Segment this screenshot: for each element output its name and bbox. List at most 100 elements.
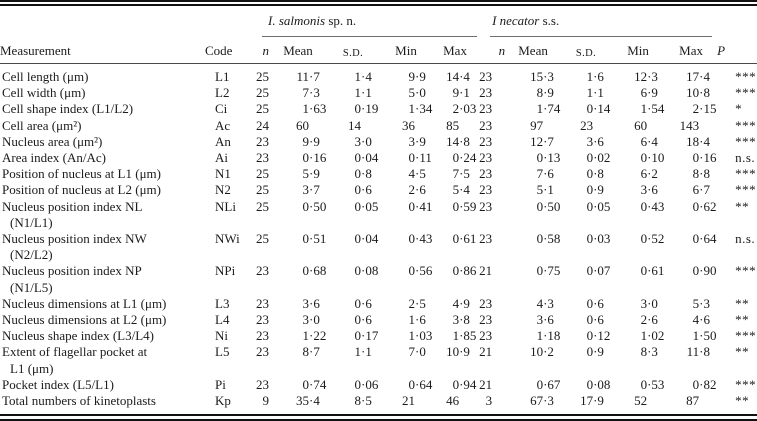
necator-sd-cell: 1·6 (586, 69, 604, 84)
salmonis-sd-cell: 0·05 (354, 198, 379, 214)
col-header-mean-salmonis: Mean (269, 37, 327, 64)
col-header-min-salmonis: Min (379, 37, 433, 64)
measurement-cell: Position of nucleus at L1 (μm) (0, 166, 205, 182)
necator-sd-cell: 23 (580, 117, 594, 133)
salmonis-max-cell: 3·8 (452, 312, 470, 328)
column-header-row: Measurement Code n Mean S.D. Min Max n M… (0, 37, 757, 64)
necator-sd-cell: 0·9 (586, 182, 604, 198)
species-name-salmonis: I. salmonis (268, 13, 326, 28)
salmonis-min-cell: 1·6 (408, 312, 426, 328)
measurement-cell: Cell width (μm) (0, 85, 205, 101)
salmonis-mean-cell: 3·7 (302, 182, 320, 198)
species-spacer (0, 8, 247, 37)
necator-n-cell: 23 (479, 85, 493, 101)
measurement-label: Cell length (μm) (2, 69, 89, 84)
salmonis-sd-cell: 1·1 (354, 85, 372, 101)
table-row: Nucleus position index NP (N1/L5) NPi 23… (0, 263, 757, 295)
necator-min-cell: 6·4 (640, 133, 658, 149)
salmonis-min-cell: 21 (402, 393, 415, 409)
salmonis-min-cell: 0·56 (408, 263, 433, 279)
code-cell: L3 (215, 295, 230, 311)
measurement-label: Position of nucleus at L2 (μm) (2, 182, 161, 198)
table-row: Nucleus dimensions at L1 (μm) L3 23 3·6 … (0, 296, 757, 312)
salmonis-mean-cell: 0·50 (302, 198, 327, 214)
salmonis-n-cell: 24 (256, 117, 269, 133)
code-cell: Ac (215, 117, 231, 133)
salmonis-sd-cell: 14 (348, 117, 361, 133)
salmonis-mean-cell: 0·74 (302, 376, 327, 392)
salmonis-sd-cell: 0·6 (354, 312, 372, 328)
salmonis-max-cell: 0·86 (452, 263, 477, 279)
col-header-max-salmonis: Max (433, 37, 478, 64)
necator-mean-cell: 0·50 (536, 198, 561, 214)
measurement-cell: Nucleus shape index (L3/L4) (0, 328, 205, 344)
measurement-cell: Cell shape index (L1/L2) (0, 101, 205, 117)
necator-max-cell: 0·64 (692, 231, 717, 247)
top-rule-inner (0, 3, 757, 6)
code-cell: N2 (215, 182, 231, 198)
necator-min-cell: 1·54 (640, 101, 665, 117)
salmonis-mean-cell: 1·22 (302, 328, 327, 344)
necator-n-cell: 23 (479, 182, 493, 198)
salmonis-max-cell: 14·4 (446, 69, 470, 84)
p-value-cell: ** (735, 393, 750, 409)
salmonis-max-cell: 14·8 (446, 133, 470, 149)
col-header-n-salmonis: n (247, 37, 269, 64)
necator-sd-cell: 1·1 (586, 85, 604, 101)
necator-sd-cell: 0·02 (586, 150, 611, 166)
necator-min-cell: 6·2 (640, 166, 658, 182)
necator-mean-cell: 1·18 (536, 328, 561, 344)
col-header-code: Code (205, 37, 247, 64)
necator-n-cell: 23 (479, 69, 493, 84)
salmonis-mean-cell: 60 (296, 117, 309, 133)
salmonis-min-cell: 2·5 (408, 295, 426, 311)
p-value-cell: *** (735, 182, 757, 198)
necator-mean-cell: 0·58 (536, 231, 561, 247)
salmonis-n-cell: 25 (256, 182, 269, 198)
necator-max-cell: 1·50 (692, 328, 717, 344)
salmonis-min-cell: 1·03 (408, 328, 433, 344)
salmonis-n-cell: 9 (262, 393, 270, 409)
necator-sd-cell: 3·6 (586, 133, 604, 149)
measurement-label: Nucleus position index NW (2, 231, 147, 247)
necator-min-cell: 6·9 (640, 85, 658, 101)
table-row: Position of nucleus at L1 (μm) N1 25 5·9… (0, 166, 757, 182)
measurement-label-continuation: (N2/L2) (10, 247, 53, 263)
salmonis-min-cell: 0·11 (408, 150, 432, 166)
necator-sd-cell: 17·9 (580, 393, 604, 409)
table-body: Cell length (μm) L1 25 11·7 1·4 9·9 14·4… (0, 64, 757, 410)
table-row: Nucleus position index NW (N2/L2) NWi 25… (0, 231, 757, 263)
p-value-cell: ** (735, 344, 750, 360)
salmonis-n-cell: 23 (256, 263, 269, 279)
measurement-label: Nucleus area (μm²) (2, 133, 103, 149)
necator-max-cell: 8·8 (692, 166, 710, 182)
table-row: Cell area (μm²) Ac 24 60 14 36 85 23 97 … (0, 118, 757, 134)
salmonis-n-cell: 23 (256, 328, 269, 344)
measurement-label: Cell width (μm) (2, 85, 86, 101)
salmonis-sd-cell: 0·08 (354, 263, 379, 279)
necator-max-cell: 0·62 (692, 198, 717, 214)
measurement-label: Cell area (μm²) (2, 117, 82, 133)
measurement-label: Area index (An/Ac) (2, 150, 106, 166)
measurement-label: Pocket index (L5/L1) (2, 376, 114, 392)
measurement-label-continuation: (N1/L1) (10, 214, 53, 230)
salmonis-sd-cell: 1·4 (354, 69, 372, 84)
necator-mean-cell: 1·74 (536, 101, 561, 117)
measurement-cell: Total numbers of kinetoplasts (0, 393, 205, 409)
necator-n-cell: 23 (479, 150, 493, 166)
measurement-label: Nucleus shape index (L3/L4) (2, 328, 154, 344)
salmonis-min-cell: 36 (402, 117, 415, 133)
table-row: Nucleus shape index (L3/L4) Ni 23 1·22 0… (0, 328, 757, 344)
salmonis-mean-cell: 5·9 (302, 166, 320, 182)
measurement-label: Nucleus dimensions at L1 (μm) (2, 295, 167, 311)
p-value-cell: *** (735, 69, 757, 84)
measurement-cell: Nucleus area (μm²) (0, 134, 205, 150)
necator-max-cell: 6·7 (692, 182, 710, 198)
necator-sd-cell: 0·05 (586, 198, 611, 214)
col-header-mean-necator: Mean (505, 37, 562, 64)
salmonis-sd-cell: 0·6 (354, 182, 372, 198)
salmonis-sd-cell: 0·19 (354, 101, 379, 117)
necator-min-cell: 0·52 (640, 231, 665, 247)
salmonis-mean-cell: 0·51 (302, 231, 327, 247)
salmonis-min-cell: 9·9 (408, 69, 426, 84)
